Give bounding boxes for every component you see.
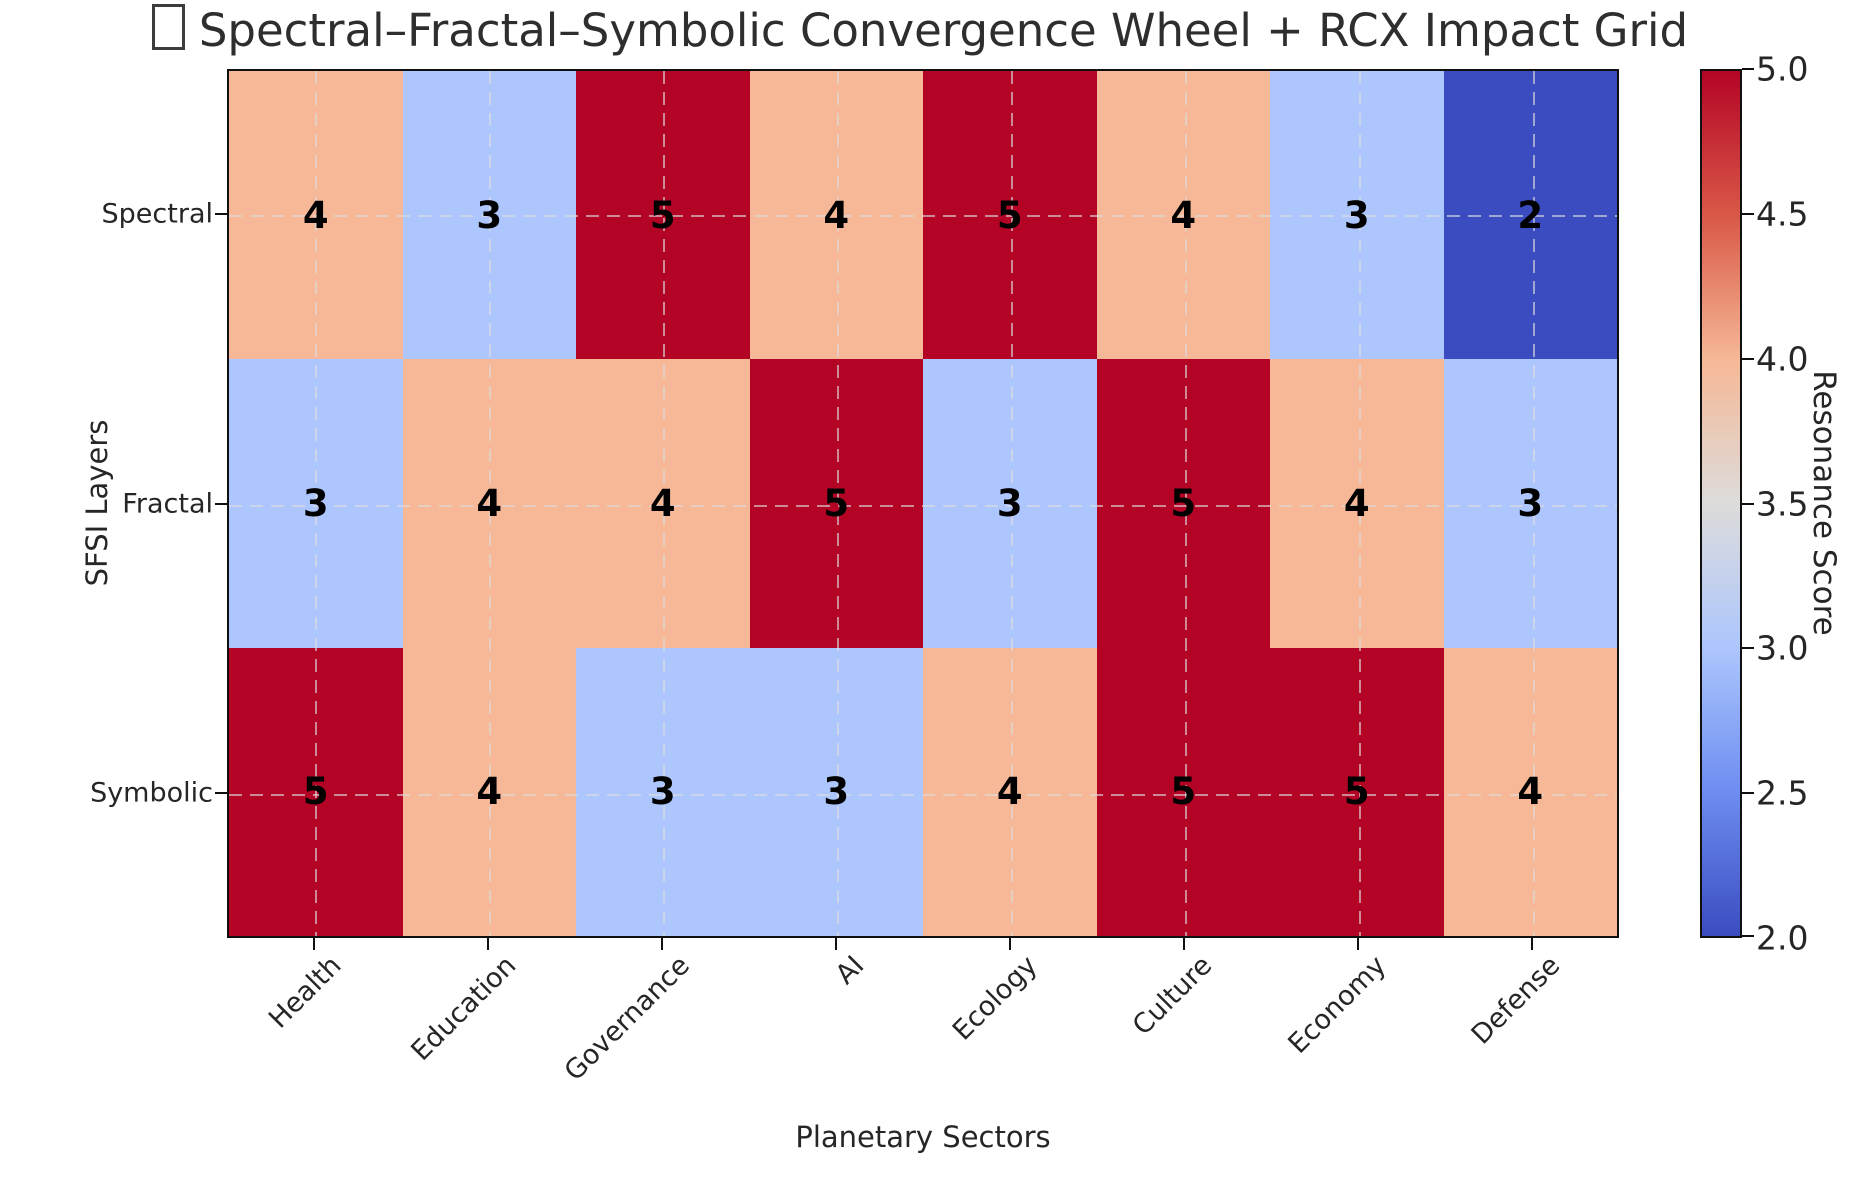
heatmap-cell-fractal-health: 3 [229, 359, 403, 648]
y-tick [215, 502, 227, 505]
x-tick-label-defense: Defense [1465, 950, 1566, 1051]
heatmap-cell-symbolic-economy: 5 [1270, 647, 1444, 936]
cell-value: 4 [476, 770, 503, 814]
x-tick-label-economy: Economy [1282, 950, 1392, 1060]
heatmap-cell-fractal-economy: 4 [1270, 359, 1444, 648]
heatmap-cell-symbolic-governance: 3 [576, 647, 750, 936]
cell-value: 5 [1343, 770, 1370, 814]
heatmap-cell-fractal-culture: 5 [1096, 359, 1270, 648]
cell-value: 5 [649, 193, 676, 237]
cell-value: 5 [1170, 770, 1197, 814]
cell-value: 3 [649, 770, 676, 814]
heatmap-cell-symbolic-ecology: 4 [923, 647, 1097, 936]
x-axis-label: Planetary Sectors [795, 1120, 1051, 1154]
x-tick [313, 938, 315, 950]
heatmap-cell-spectral-health: 4 [229, 71, 403, 360]
cell-value: 3 [476, 193, 503, 237]
heatmap-cell-symbolic-ai: 3 [749, 647, 923, 936]
chart-title-text: Spectral–Fractal–Symbolic Convergence Wh… [198, 4, 1689, 57]
y-tick [215, 792, 227, 795]
colorbar-tick-label: 5.0 [1756, 49, 1809, 89]
heatmap-cell-fractal-education: 4 [402, 359, 576, 648]
heatmap-cell-spectral-economy: 3 [1270, 71, 1444, 360]
cell-value: 4 [1170, 193, 1197, 237]
cell-value: 4 [302, 193, 329, 237]
y-tick-label-fractal: Fractal [122, 488, 213, 519]
colorbar-tick-label: 4.0 [1756, 339, 1809, 379]
cell-value: 3 [996, 481, 1023, 525]
heatmap-cell-fractal-defense: 3 [1443, 359, 1617, 648]
colorbar-tick [1742, 792, 1754, 795]
cell-value: 2 [1517, 193, 1544, 237]
cell-value: 5 [1170, 481, 1197, 525]
x-tick-label-culture: Culture [1126, 950, 1218, 1042]
heatmap-cell-spectral-defense: 2 [1443, 71, 1617, 360]
x-tick-label-governance: Governance [558, 950, 696, 1088]
heatmap-cell-fractal-governance: 4 [576, 359, 750, 648]
cell-value: 4 [996, 770, 1023, 814]
cell-value: 4 [1517, 770, 1544, 814]
x-tick [1009, 938, 1011, 950]
cell-value: 3 [1343, 193, 1370, 237]
colorbar-tick [1742, 935, 1754, 937]
x-tick-label-education: Education [404, 950, 522, 1067]
heatmap-cell-spectral-ai: 4 [749, 71, 923, 360]
x-tick [1357, 938, 1359, 950]
heatmap-grid: 4 3 5 4 5 4 3 2 3 4 4 5 3 5 4 3 5 4 3 3 4 5 5 4 [229, 71, 1617, 936]
x-tick [661, 938, 663, 950]
cell-value: 5 [823, 481, 850, 525]
heatmap-axes: 4 3 5 4 5 4 3 2 3 4 4 5 3 5 4 3 5 4 3 3 4 5 5 4 [227, 69, 1619, 938]
colorbar-tick-label: 3.0 [1756, 628, 1809, 668]
y-tick-label-spectral: Spectral [101, 198, 213, 230]
cell-value: 3 [302, 481, 329, 525]
colorbar-tick-label: 2.0 [1756, 918, 1809, 958]
cell-value: 4 [649, 481, 676, 525]
cell-value: 3 [1517, 481, 1544, 525]
colorbar [1700, 69, 1742, 938]
heatmap-cell-spectral-governance: 5 [576, 71, 750, 360]
y-tick-label-symbolic: Symbolic [90, 777, 213, 809]
heatmap-cell-symbolic-health: 5 [229, 647, 403, 936]
heatmap-cell-spectral-education: 3 [402, 71, 576, 360]
colorbar-tick [1742, 68, 1754, 70]
cell-value: 3 [823, 770, 850, 814]
heatmap-cell-spectral-culture: 4 [1096, 71, 1270, 360]
x-tick-label-ai: AI [829, 950, 870, 991]
cell-value: 4 [476, 481, 503, 525]
colorbar-tick [1742, 212, 1754, 215]
x-tick [487, 938, 489, 950]
heatmap-cell-fractal-ai: 5 [749, 359, 923, 648]
chart-title: Spectral–Fractal–Symbolic Convergence Wh… [0, 4, 1840, 58]
cell-value: 5 [996, 193, 1023, 237]
colorbar-tick [1742, 357, 1754, 360]
colorbar-tick [1742, 647, 1754, 650]
colorbar-tick [1742, 502, 1754, 505]
heatmap-cell-symbolic-defense: 4 [1443, 647, 1617, 936]
heatmap-cell-spectral-ecology: 5 [923, 71, 1097, 360]
x-tick-label-ecology: Ecology [947, 950, 1044, 1047]
colorbar-tick-label: 2.5 [1756, 773, 1809, 813]
heatmap-cell-symbolic-culture: 5 [1096, 647, 1270, 936]
y-axis-label: SFSI Layers [80, 419, 114, 587]
x-tick-label-health: Health [263, 950, 348, 1035]
heatmap-cell-fractal-ecology: 3 [923, 359, 1097, 648]
colorbar-tick-label: 3.5 [1756, 484, 1809, 523]
cell-value: 5 [302, 770, 329, 814]
cell-value: 4 [1343, 481, 1370, 525]
x-tick [1531, 938, 1533, 950]
x-tick [835, 938, 837, 950]
colorbar-label: Resonance Score [1806, 370, 1842, 636]
x-tick [1183, 938, 1185, 950]
missing-emoji-glyph-icon [151, 4, 185, 50]
colorbar-tick-label: 4.5 [1756, 194, 1809, 234]
cell-value: 4 [823, 193, 850, 237]
y-tick [215, 212, 227, 215]
heatmap-cell-symbolic-education: 4 [402, 647, 576, 936]
